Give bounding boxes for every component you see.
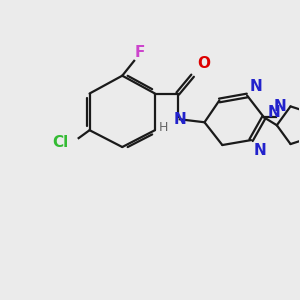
Text: F: F [135, 45, 145, 60]
Text: N: N [250, 79, 263, 94]
Text: N: N [273, 99, 286, 114]
Text: O: O [198, 56, 211, 71]
Text: Cl: Cl [53, 135, 69, 150]
Text: N: N [254, 143, 267, 158]
Text: H: H [159, 121, 169, 134]
Text: N: N [268, 105, 280, 120]
Text: N: N [173, 112, 186, 127]
